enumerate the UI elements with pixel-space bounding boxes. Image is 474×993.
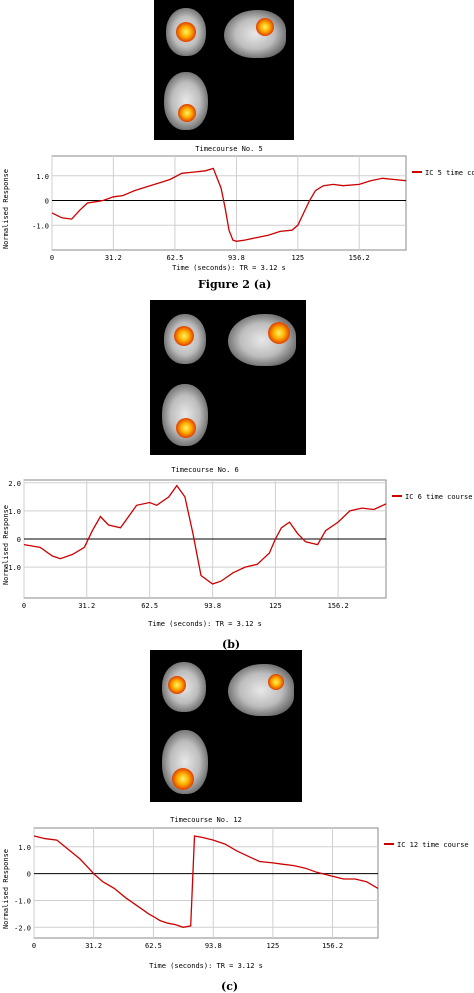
chart-title: Timecourse No. 6	[171, 466, 238, 474]
brain-map-panel-c	[150, 650, 302, 802]
legend-label: IC 12 time course	[397, 841, 469, 849]
plot-frame	[33, 827, 379, 939]
y-tick-label: 0	[27, 871, 31, 879]
x-tick-label: 0	[32, 942, 36, 950]
activation-blob	[268, 322, 290, 344]
activation-blob	[178, 104, 196, 122]
y-tick-label: 1.0	[18, 844, 31, 852]
activation-blob	[268, 674, 284, 690]
plot-frame	[51, 155, 407, 251]
x-axis-label: Time (seconds): TR = 3.12 s	[172, 264, 286, 272]
y-tick-label: 2.0	[8, 480, 21, 488]
y-tick-label: 0	[17, 536, 21, 544]
activation-blob	[176, 418, 196, 438]
chart-svg-a: 0 31.2 62.5 93.8 125 156.2 1.0 0 -1.0 Timecourse …	[2, 145, 474, 272]
legend-label: IC 5 time course	[425, 169, 474, 177]
chart-svg-b: 0 31.2 62.5 93.8 125 156.2 2.0 1.0 0 -1.0 Timecour…	[2, 466, 472, 628]
x-tick-label: 156.2	[322, 942, 343, 950]
brain-sagittal-slice	[228, 664, 294, 716]
x-tick-label: 156.2	[349, 254, 370, 262]
activation-blob	[176, 22, 196, 42]
activation-blob	[172, 768, 194, 790]
y-axis-label: Normalised Response	[2, 505, 10, 585]
x-tick-label: 125	[267, 942, 280, 950]
timecourse-chart-b: 0 31.2 62.5 93.8 125 156.2 2.0 1.0 0 -1.0 Timecour…	[0, 458, 474, 633]
x-tick-label: 62.5	[141, 602, 158, 610]
x-tick-label: 156.2	[328, 602, 349, 610]
x-tick-label: 93.8	[204, 602, 221, 610]
series-line	[51, 167, 407, 242]
y-tick-label: 0	[45, 198, 49, 206]
x-tick-label: 31.2	[78, 602, 95, 610]
brain-map-panel-a	[154, 0, 294, 140]
legend-label: IC 6 time course	[405, 493, 472, 501]
timecourse-chart-c: 0 31.2 62.5 93.8 125 156.2 1.0 0 -1.0 -2.0 Timecou…	[0, 810, 474, 980]
brain-map-panel-b	[150, 300, 306, 455]
series-line	[33, 835, 379, 928]
x-tick-label: 0	[22, 602, 26, 610]
x-tick-label: 62.5	[145, 942, 162, 950]
chart-svg-c: 0 31.2 62.5 93.8 125 156.2 1.0 0 -1.0 -2.0 Timecou…	[2, 816, 469, 970]
x-tick-label: 125	[269, 602, 282, 610]
activation-blob	[174, 326, 194, 346]
x-tick-label: 31.2	[105, 254, 122, 262]
timecourse-chart-a: 0 31.2 62.5 93.8 125 156.2 1.0 0 -1.0 Timecourse …	[0, 142, 474, 282]
x-axis-label: Time (seconds): TR = 3.12 s	[148, 620, 262, 628]
figure-caption-c: (c)	[221, 980, 239, 993]
x-tick-label: 0	[50, 254, 54, 262]
y-tick-label: 1.0	[36, 173, 49, 181]
y-axis-label: Normalised Response	[2, 849, 10, 929]
x-axis-label: Time (seconds): TR = 3.12 s	[149, 962, 263, 970]
series-line	[23, 484, 387, 585]
chart-title: Timecourse No. 12	[170, 816, 242, 824]
activation-blob	[168, 676, 186, 694]
y-tick-label: -2.0	[14, 924, 31, 932]
x-tick-label: 31.2	[85, 942, 102, 950]
x-tick-label: 93.8	[228, 254, 245, 262]
x-tick-label: 125	[292, 254, 305, 262]
brain-sagittal-slice	[224, 10, 286, 58]
figure-caption-a: Figure 2 (a)	[198, 278, 272, 291]
y-axis-label: Normalised Response	[2, 169, 10, 249]
y-tick-label: -1.0	[4, 564, 21, 572]
y-tick-label: -1.0	[14, 897, 31, 905]
activation-blob	[256, 18, 274, 36]
y-tick-label: 1.0	[8, 508, 21, 516]
figure-caption-b: (b)	[222, 638, 241, 651]
y-tick-label: -1.0	[32, 222, 49, 230]
x-tick-label: 62.5	[166, 254, 183, 262]
x-tick-label: 93.8	[205, 942, 222, 950]
chart-title: Timecourse No. 5	[195, 145, 262, 153]
